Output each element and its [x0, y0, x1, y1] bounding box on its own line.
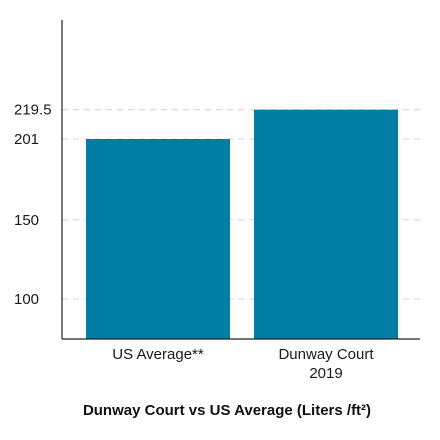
y-tick-label: 150 [14, 212, 39, 229]
bars [86, 109, 398, 339]
bar [254, 109, 398, 339]
x-category-label-line: US Average** [112, 346, 204, 363]
y-tick-label: 201 [14, 131, 39, 148]
chart-title: Dunway Court vs US Average (Liters /ft²) [83, 402, 371, 419]
x-category-labels: US Average** Dunway Court 2019 [112, 346, 374, 382]
x-category-label-line: 2019 [309, 365, 342, 382]
y-tick-label: 100 [14, 291, 39, 308]
y-tick-labels: 100 150 201 219.5 [14, 102, 52, 308]
axes [61, 20, 420, 340]
y-tick-label: 219.5 [14, 102, 52, 119]
x-category-label: Dunway Court 2019 [278, 346, 374, 382]
x-category-label: US Average** [112, 346, 204, 363]
bar [86, 139, 230, 339]
x-category-label-line: Dunway Court [278, 346, 374, 363]
